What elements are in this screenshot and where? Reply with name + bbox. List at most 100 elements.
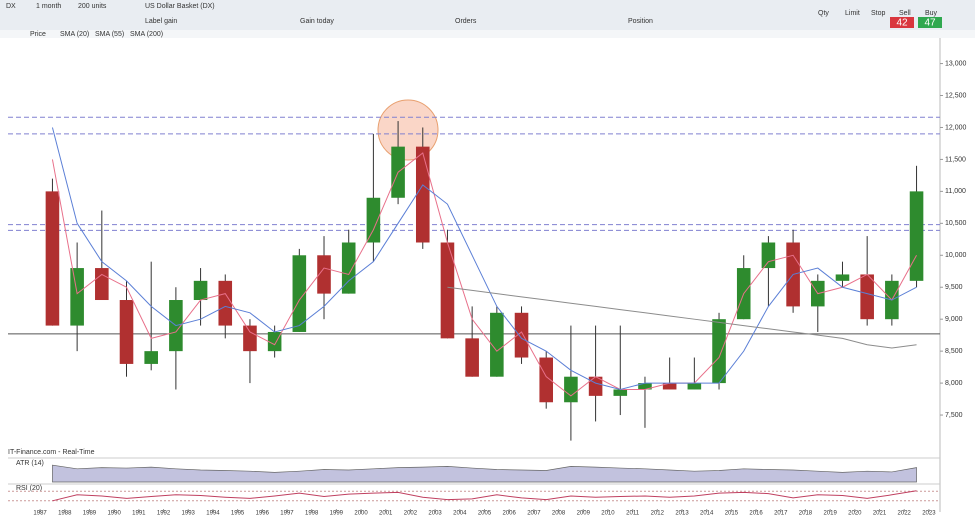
candle-body bbox=[366, 197, 381, 243]
x-tick-label: 2005 bbox=[478, 511, 492, 516]
x-tick-label: 2006 bbox=[503, 511, 517, 516]
x-tick-label: 2021 bbox=[873, 511, 887, 516]
symbol[interactable]: DX bbox=[6, 3, 16, 10]
field[interactable]: Position bbox=[628, 18, 653, 25]
x-tick-label: 2007 bbox=[527, 511, 541, 516]
candle-body bbox=[835, 274, 850, 281]
x-tick-label: 2020 bbox=[848, 511, 862, 516]
y-tick-label: 12,000 bbox=[945, 124, 967, 131]
atr-area bbox=[52, 464, 917, 483]
buy-price[interactable]: 47 bbox=[924, 18, 936, 29]
toolbar-bg bbox=[0, 0, 975, 30]
x-tick-label: 2022 bbox=[898, 511, 912, 516]
candle-body bbox=[95, 268, 109, 301]
x-tick-label: 1994 bbox=[206, 511, 220, 516]
size[interactable]: 200 units bbox=[78, 3, 107, 10]
candle-body bbox=[490, 312, 504, 377]
buy-button[interactable] bbox=[918, 17, 942, 28]
y-tick-label: 8,000 bbox=[945, 380, 963, 387]
x-tick-label: 2014 bbox=[700, 511, 714, 516]
x-tick-label: 2000 bbox=[354, 511, 368, 516]
candle-body bbox=[514, 312, 529, 358]
y-tick-label: 9,000 bbox=[945, 316, 963, 323]
candle-body bbox=[761, 242, 776, 269]
field: Gain today bbox=[300, 18, 334, 25]
candle-body bbox=[638, 383, 652, 390]
y-tick-label: 10,000 bbox=[945, 252, 967, 259]
candle-body bbox=[440, 242, 455, 339]
ma-line bbox=[51, 152, 917, 397]
candle-body bbox=[341, 242, 356, 294]
x-tick-label: 2004 bbox=[453, 511, 467, 516]
x-tick-label: 2008 bbox=[552, 511, 566, 516]
candle-body bbox=[243, 325, 257, 352]
instrument: US Dollar Basket (DX) bbox=[145, 3, 215, 10]
x-tick-label: 1996 bbox=[256, 511, 270, 516]
legend-item: Price bbox=[30, 31, 46, 38]
indicator-title: ATR (14) bbox=[16, 460, 44, 467]
candle-body bbox=[45, 191, 60, 326]
x-tick-label: 1998 bbox=[305, 511, 319, 516]
y-tick-label: 7,500 bbox=[945, 412, 963, 419]
x-tick-label: 1987 bbox=[33, 511, 47, 516]
candle-body bbox=[613, 389, 628, 396]
x-tick-label: 1991 bbox=[132, 511, 146, 516]
rsi-line bbox=[52, 490, 917, 502]
indicator-title: RSI (20) bbox=[16, 485, 42, 492]
x-tick-label: 2015 bbox=[725, 511, 739, 516]
candle-body bbox=[193, 280, 208, 301]
x-tick-label: 2019 bbox=[823, 511, 837, 516]
deal-label: Sell bbox=[899, 10, 911, 17]
x-tick-label: 2013 bbox=[675, 511, 689, 516]
legend-item: SMA (55) bbox=[95, 31, 124, 38]
x-tick-label: 2011 bbox=[626, 511, 640, 516]
candle-body bbox=[119, 300, 134, 364]
candle-body bbox=[415, 146, 430, 243]
x-tick-label: 1990 bbox=[107, 511, 121, 516]
x-tick-label: 2017 bbox=[774, 511, 788, 516]
x-tick-label: 2023 bbox=[922, 511, 936, 516]
x-tick-label: 2002 bbox=[404, 511, 418, 516]
x-tick-label: 1992 bbox=[157, 511, 171, 516]
field[interactable]: Orders bbox=[455, 18, 477, 25]
y-tick-label: 9,500 bbox=[945, 284, 963, 291]
legend-bg bbox=[0, 30, 975, 38]
candle-body bbox=[292, 255, 307, 332]
y-tick-label: 8,500 bbox=[945, 348, 963, 355]
candle-body bbox=[860, 274, 874, 320]
x-tick-label: 2009 bbox=[577, 511, 591, 516]
candle-body bbox=[687, 383, 702, 390]
ma-line bbox=[51, 127, 917, 391]
y-tick-label: 11,000 bbox=[945, 188, 966, 195]
deal-label: Qty bbox=[818, 10, 829, 17]
y-tick-label: 10,500 bbox=[945, 220, 967, 227]
candle-body bbox=[712, 319, 726, 384]
sell-price[interactable]: 42 bbox=[896, 18, 908, 29]
x-tick-label: 2001 bbox=[379, 511, 393, 516]
candle-body bbox=[539, 357, 554, 403]
candle-body bbox=[218, 280, 233, 326]
interval[interactable]: 1 month bbox=[36, 3, 61, 10]
sell-button[interactable] bbox=[890, 17, 914, 28]
candle-body bbox=[267, 331, 282, 352]
x-tick-label: 2018 bbox=[799, 511, 813, 516]
footer: IT-Finance.com - Real-Time bbox=[8, 449, 95, 456]
legend-item: SMA (200) bbox=[130, 31, 163, 38]
x-tick-label: 2010 bbox=[601, 511, 615, 516]
candle-body bbox=[465, 338, 479, 377]
x-tick-label: 1995 bbox=[231, 511, 245, 516]
x-tick-label: 1997 bbox=[280, 511, 294, 516]
ma-line bbox=[447, 286, 917, 349]
candle-body bbox=[144, 351, 158, 364]
x-tick-label: 2003 bbox=[428, 511, 442, 516]
deal-label: Stop bbox=[871, 10, 886, 17]
y-tick-label: 11,500 bbox=[945, 156, 966, 163]
x-tick-label: 1999 bbox=[330, 511, 344, 516]
candle-body bbox=[662, 383, 677, 390]
deal-label: Limit bbox=[845, 10, 860, 17]
y-tick-label: 13,000 bbox=[945, 60, 967, 67]
y-tick-label: 12,500 bbox=[945, 92, 967, 99]
candle-body bbox=[317, 255, 331, 294]
deal-label: Buy bbox=[925, 10, 938, 17]
